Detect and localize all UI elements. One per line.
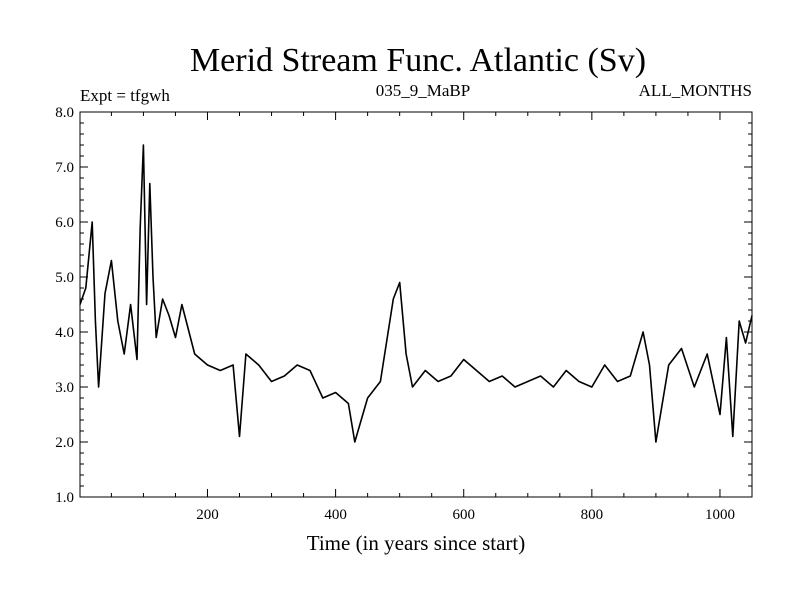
x-tick-label: 800: [581, 507, 604, 523]
chart-title: Merid Stream Func. Atlantic (Sv): [190, 42, 646, 79]
x-axis-label: Time (in years since start): [307, 531, 526, 555]
y-tick-label: 2.0: [55, 435, 74, 451]
y-tick-label: 6.0: [55, 215, 74, 231]
x-tick-label: 1000: [705, 507, 735, 523]
subtitle-period: 035_9_MaBP: [376, 81, 470, 100]
plot-frame: [79, 111, 753, 498]
x-axis: 200 400 600 800 1000: [110, 112, 735, 523]
y-tick-label: 8.0: [55, 105, 74, 121]
y-tick-label: 1.0: [55, 490, 74, 506]
x-tick-label: 400: [324, 507, 347, 523]
series-line: [79, 144, 753, 443]
x-tick-label: 200: [196, 507, 219, 523]
x-tick-label: 600: [452, 507, 475, 523]
subtitle-months: ALL_MONTHS: [639, 81, 752, 100]
y-axis: 1.0 2.0 3.0 4.0 5.0 6.0 7.0 8.0: [55, 105, 752, 506]
subtitle-experiment: Expt = tfgwh: [80, 86, 170, 105]
y-tick-label: 5.0: [55, 270, 74, 286]
y-tick-label: 4.0: [55, 325, 74, 341]
series-layer: [79, 144, 753, 443]
y-tick-label: 3.0: [55, 380, 74, 396]
y-tick-label: 7.0: [55, 160, 74, 176]
